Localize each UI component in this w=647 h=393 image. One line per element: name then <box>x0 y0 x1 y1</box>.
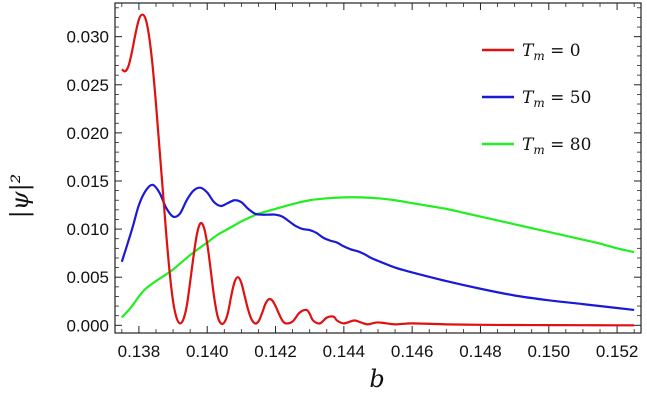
y-tick-label: 0.025 <box>66 76 109 95</box>
x-tick-label: 0.150 <box>528 342 571 361</box>
x-tick-label: 0.142 <box>254 342 297 361</box>
x-tick-label: 0.140 <box>186 342 229 361</box>
y-tick-label: 0.020 <box>66 124 109 143</box>
y-tick-label: 0.015 <box>66 172 109 191</box>
x-tick-label: 0.148 <box>459 342 502 361</box>
x-tick-label: 0.144 <box>323 342 366 361</box>
y-tick-label: 0.010 <box>66 220 109 239</box>
x-axis: 0.138 0.140 0.142 0.144 0.146 0.148 0.150 0.152 <box>118 3 639 361</box>
series-line-2 <box>121 196 635 319</box>
series-line-0 <box>121 13 635 327</box>
legend: Tm = 0 Tm = 50 Tm = 80 <box>482 41 591 157</box>
legend-entry-1: Tm = 50 <box>522 88 591 110</box>
y-tick-label: 0.000 <box>66 316 109 335</box>
series-line-1 <box>120 183 635 312</box>
legend-entry-0: Tm = 0 <box>522 41 581 63</box>
series-layer <box>120 13 635 327</box>
x-tick-label: 0.146 <box>391 342 434 361</box>
y-tick-label: 0.030 <box>66 28 109 47</box>
x-tick-label: 0.152 <box>596 342 639 361</box>
y-tick-label: 0.005 <box>66 268 109 287</box>
y-axis-label: |ψ|² <box>6 174 35 219</box>
legend-entry-2: Tm = 80 <box>522 135 591 157</box>
x-tick-label: 0.138 <box>118 342 161 361</box>
x-axis-label: b <box>369 365 384 393</box>
y-axis: 0.000 0.005 0.010 0.015 0.020 0.025 0.030 <box>66 7 641 335</box>
